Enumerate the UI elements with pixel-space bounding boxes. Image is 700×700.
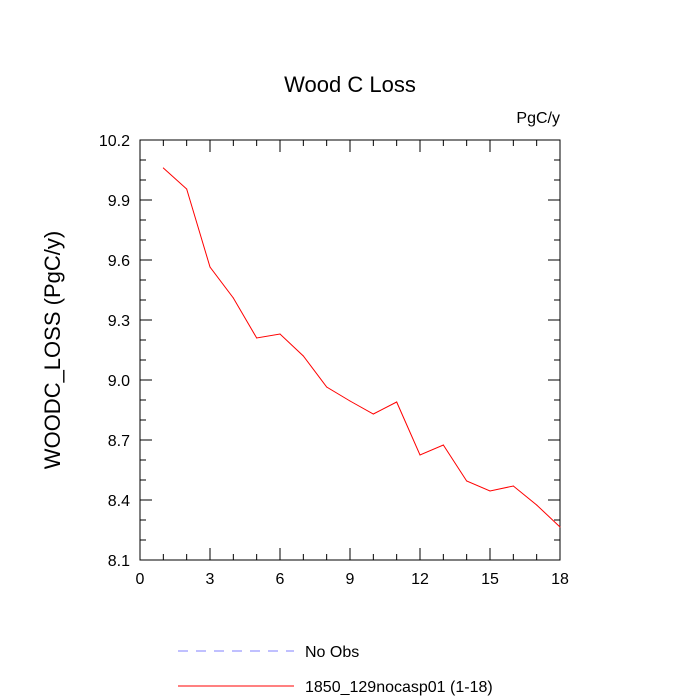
data-point <box>256 337 258 339</box>
x-tick-label: 9 <box>346 571 355 588</box>
data-point <box>466 480 468 482</box>
x-tick-label: 3 <box>206 571 215 588</box>
data-point <box>209 266 211 268</box>
data-point <box>349 400 351 402</box>
data-point <box>419 454 421 456</box>
chart-title: Wood C Loss <box>284 72 416 97</box>
data-point <box>186 188 188 190</box>
data-point <box>372 413 374 415</box>
y-tick-label: 9.3 <box>108 313 130 330</box>
series-line <box>162 167 561 528</box>
units-label: PgC/y <box>516 110 560 127</box>
data-point <box>559 526 561 528</box>
data-point <box>326 386 328 388</box>
y-tick-label: 8.7 <box>108 433 130 450</box>
axis-ticks: 0 3 6 9 12 15 18 8.1 8.4 8.7 9.0 9.3 9.6 9.9 10.2 <box>99 133 569 588</box>
data-point <box>302 355 304 357</box>
data-point <box>512 485 514 487</box>
y-tick-label: 10.2 <box>99 133 130 150</box>
y-tick-label: 9.0 <box>108 373 130 390</box>
series-layer <box>162 167 561 528</box>
y-tick-label: 8.1 <box>108 553 130 570</box>
x-tick-label: 15 <box>481 571 499 588</box>
legend-label: No Obs <box>305 644 359 661</box>
y-tick-label: 9.6 <box>108 253 130 270</box>
plot-frame <box>139 139 561 561</box>
x-tick-label: 12 <box>411 571 429 588</box>
x-tick-label: 18 <box>551 571 569 588</box>
legend-label: 1850_129nocasp01 (1-18) <box>305 679 493 696</box>
data-point <box>232 297 234 299</box>
data-point <box>279 333 281 335</box>
data-point <box>162 167 164 169</box>
data-point <box>536 504 538 506</box>
data-point <box>396 401 398 403</box>
y-axis-label: WOODC_LOSS (PgC/y) <box>40 231 65 469</box>
y-tick-label: 9.9 <box>108 193 130 210</box>
x-tick-label: 6 <box>276 571 285 588</box>
x-tick-label: 0 <box>136 571 145 588</box>
data-point <box>442 444 444 446</box>
legend: No Obs 1850_129nocasp01 (1-18) <box>178 644 493 696</box>
data-point <box>489 490 491 492</box>
y-tick-label: 8.4 <box>108 493 130 510</box>
